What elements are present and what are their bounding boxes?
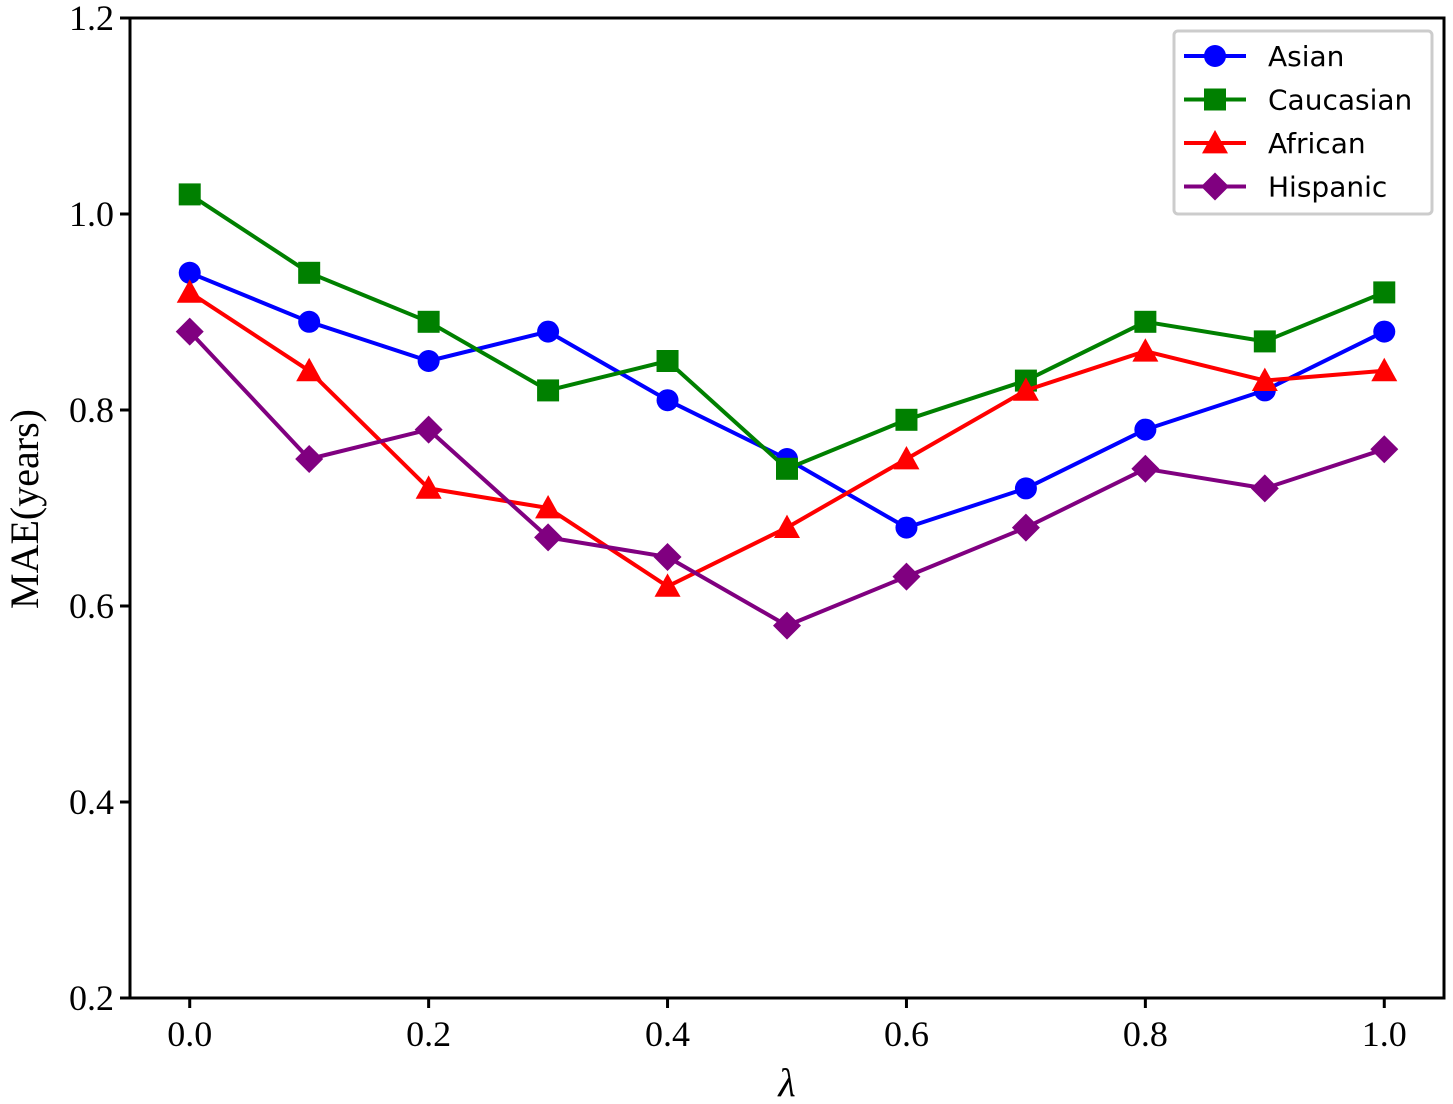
data-point-asian [178,261,201,284]
data-point-caucasian [298,261,321,284]
legend-label-caucasian: Caucasian [1268,84,1412,117]
legend-item-hispanic: Hispanic [1184,171,1387,204]
y-tick-label: 0.6 [69,586,114,626]
legend-marker-african [1202,130,1228,154]
data-point-hispanic [534,523,563,552]
x-axis-title: λ [777,1060,795,1104]
data-point-african [1132,338,1159,362]
data-point-caucasian [1373,281,1396,304]
x-tick-label: 0.8 [1123,1014,1168,1054]
legend-marker-asian [1204,45,1226,67]
data-point-asian [298,310,321,333]
series-african [176,279,1398,597]
legend-label-asian: Asian [1268,40,1344,73]
data-point-african [176,279,203,303]
data-point-hispanic [1131,454,1160,483]
data-point-african [1251,367,1278,391]
plot-frame [128,16,1446,1000]
data-point-african [774,514,800,538]
series-line-asian [188,270,1386,530]
data-point-african [415,475,442,499]
x-axis-ticks: 0.0 0.2 0.4 0.6 0.8 1.0 [167,998,1407,1054]
data-point-caucasian [656,350,679,372]
data-point-asian [895,516,918,539]
legend-marker-caucasian [1204,88,1226,111]
data-point-caucasian [178,183,201,206]
data-point-hispanic [892,562,921,591]
legend-item-caucasian: Caucasian [1184,84,1412,117]
data-point-african [654,573,681,597]
y-axis-ticks: 0.2 0.4 0.6 0.8 1.0 1.2 [69,0,130,1018]
data-point-caucasian [1134,310,1157,333]
y-tick-label: 0.8 [69,390,114,430]
data-point-hispanic [414,415,443,444]
y-tick-label: 1.0 [69,194,114,234]
data-point-african [296,357,323,382]
legend-box [1172,29,1434,216]
data-point-hispanic [653,543,682,571]
y-tick-label: 0.2 [69,978,114,1018]
series-caucasian [178,183,1396,480]
data-point-hispanic [1370,435,1399,464]
data-point-asian [1134,418,1157,441]
x-tick-label: 0.2 [406,1014,451,1054]
series-lines [175,183,1399,640]
data-point-hispanic [1011,513,1040,542]
data-point-caucasian [776,457,798,480]
x-tick-label: 0.0 [167,1014,212,1054]
data-point-african [893,446,920,470]
legend-label-hispanic: Hispanic [1268,171,1387,204]
x-tick-label: 0.6 [884,1014,929,1054]
data-point-african [1371,357,1398,382]
data-point-asian [417,350,440,372]
data-point-asian [1014,477,1037,500]
legend-marker-hispanic [1201,172,1229,201]
data-point-asian [656,389,679,412]
y-axis-title: MAE(years) [2,409,47,609]
data-point-hispanic [1250,474,1279,503]
x-tick-label: 0.4 [645,1014,690,1054]
legend-label-african: African [1268,127,1366,160]
legend: Asian Caucasian African Hispanic [1172,29,1434,216]
data-point-hispanic [773,611,801,640]
data-point-caucasian [417,310,440,333]
legend-item-african: African [1184,127,1366,160]
data-point-caucasian [895,408,918,431]
data-point-african [1012,377,1039,401]
y-tick-label: 0.4 [69,782,114,822]
plot-area-border [128,16,1446,1000]
data-point-caucasian [1253,330,1276,353]
data-point-caucasian [537,379,560,402]
x-tick-label: 1.0 [1362,1014,1407,1054]
data-point-asian [1373,320,1396,343]
data-point-asian [537,320,560,343]
series-asian [178,261,1396,539]
data-point-hispanic [295,445,324,473]
y-tick-label: 1.2 [69,0,114,38]
legend-item-asian: Asian [1184,40,1344,73]
series-hispanic [175,317,1399,640]
data-point-african [535,495,562,519]
data-point-hispanic [175,317,204,346]
series-line-african [188,290,1385,589]
